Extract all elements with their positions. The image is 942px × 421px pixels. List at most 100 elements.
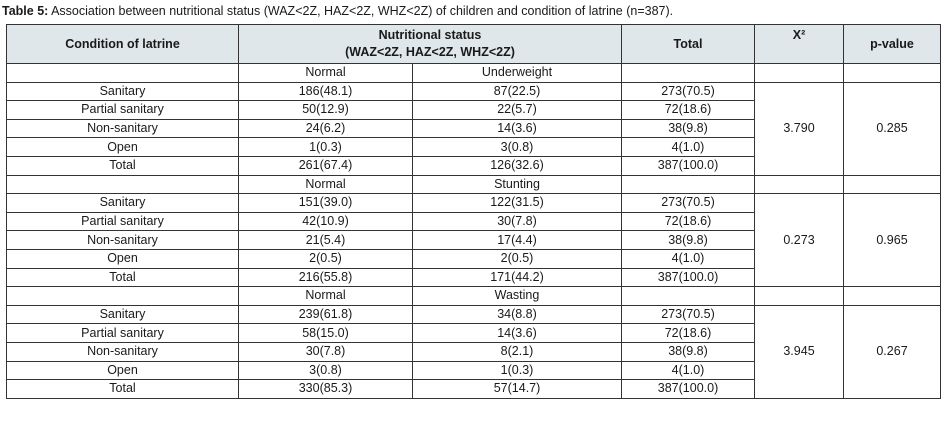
header-total: Total [621,24,755,64]
chi-square-value: 3.790 [754,81,844,176]
cell-group-a: 2(0.5) [238,248,413,269]
header-nutritional-status: Nutritional status (WAZ<2Z, HAZ<2Z, WHZ<… [238,24,622,64]
cell-group-a: 3(0.8) [238,360,413,381]
cell-group-a: 24(6.2) [238,118,413,139]
subheader-blank [843,286,941,306]
cell-group-b: 34(8.8) [412,304,622,325]
cell-total: 72(18.6) [621,100,755,120]
latrine-nutrition-table: Condition of latrine Nutritional status … [6,24,941,399]
p-value: 0.285 [843,81,941,176]
header-p-value: p-value [843,24,941,64]
cell-total: 273(70.5) [621,304,755,325]
cell-group-a: 21(5.4) [238,230,413,250]
cell-group-a: 186(48.1) [238,81,413,102]
p-value: 0.965 [843,193,941,288]
chi-square-value: 3.945 [754,304,844,399]
row-label: Sanitary [6,193,239,213]
subheader-col1: Normal [238,174,413,195]
subheader-blank [843,63,941,83]
cell-group-a: 58(15.0) [238,323,413,343]
subheader-blank [621,174,755,195]
header-chi-square: X² [754,24,844,64]
cell-group-b: 2(0.5) [412,248,622,269]
cell-group-a: 216(55.8) [238,267,413,288]
cell-group-b: 17(4.4) [412,230,622,250]
cell-group-a: 42(10.9) [238,211,413,232]
row-label: Open [6,248,239,269]
cell-total: 4(1.0) [621,248,755,269]
cell-group-b: 14(3.6) [412,118,622,139]
cell-group-a: 1(0.3) [238,137,413,157]
cell-group-b: 30(7.8) [412,211,622,232]
cell-total: 72(18.6) [621,323,755,343]
header-nutritional-line1: Nutritional status [378,28,482,42]
caption-label: Table 5: [2,4,49,18]
subheader-col2: Underweight [412,63,622,83]
cell-group-b: 3(0.8) [412,137,622,157]
cell-group-b: 126(32.6) [412,155,622,176]
table-row: Sanitary 151(39.0) 122(31.5) 273(70.5) 0.273… [6,193,941,288]
subheader-blank [843,174,941,195]
cell-total: 387(100.0) [621,155,755,176]
cell-group-a: 239(61.8) [238,304,413,325]
table-row: Non-sanitary 30(7.8) 8(2.1) 38(9.8) [6,341,941,362]
row-label: Total [6,379,239,399]
table-row: Open 1(0.3) 3(0.8) 4(1.0) [6,137,941,157]
cell-group-b: 57(14.7) [412,379,622,399]
cell-total: 38(9.8) [621,230,755,250]
table-row: Sanitary 239(61.8) 34(8.8) 273(70.5) 3.945 0.… [6,304,941,399]
subheader-row: Normal Underweight [6,63,941,83]
cell-group-b: 122(31.5) [412,193,622,213]
cell-group-a: 30(7.8) [238,341,413,362]
subheader-row: Normal Stunting [6,174,941,195]
cell-group-a: 330(85.3) [238,379,413,399]
subheader-col1: Normal [238,63,413,83]
cell-group-b: 1(0.3) [412,360,622,381]
subheader-blank [6,286,239,306]
cell-group-a: 151(39.0) [238,193,413,213]
subheader-col1: Normal [238,286,413,306]
caption-text: Association between nutritional status (… [48,4,674,18]
cell-total: 273(70.5) [621,81,755,102]
cell-group-b: 8(2.1) [412,341,622,362]
table-row: Non-sanitary 21(5.4) 17(4.4) 38(9.8) [6,230,941,250]
table-row: Partial sanitary 42(10.9) 30(7.8) 72(18.6) [6,211,941,232]
cell-group-a: 261(67.4) [238,155,413,176]
row-label: Open [6,360,239,381]
row-label: Total [6,267,239,288]
subheader-blank [621,286,755,306]
table-row: Partial sanitary 58(15.0) 14(3.6) 72(18.6) [6,323,941,343]
cell-group-b: 22(5.7) [412,100,622,120]
subheader-blank [754,63,844,83]
cell-total: 273(70.5) [621,193,755,213]
cell-total: 38(9.8) [621,341,755,362]
p-value: 0.267 [843,304,941,399]
header-condition: Condition of latrine [6,24,239,64]
table-row: Total 261(67.4) 126(32.6) 387(100.0) [6,155,941,176]
row-label: Sanitary [6,304,239,325]
cell-group-b: 14(3.6) [412,323,622,343]
cell-total: 4(1.0) [621,360,755,381]
subheader-col2: Stunting [412,174,622,195]
subheader-blank [6,174,239,195]
table-row: Open 2(0.5) 2(0.5) 4(1.0) [6,248,941,269]
table-caption: Table 5: Association between nutritional… [2,2,673,20]
table-row: Open 3(0.8) 1(0.3) 4(1.0) [6,360,941,381]
subheader-blank [621,63,755,83]
subheader-col2: Wasting [412,286,622,306]
cell-total: 72(18.6) [621,211,755,232]
cell-group-a: 50(12.9) [238,100,413,120]
subheader-blank [6,63,239,83]
chi-square-value: 0.273 [754,193,844,288]
subheader-blank [754,174,844,195]
table-row: Total 216(55.8) 171(44.2) 387(100.0) [6,267,941,288]
row-label: Partial sanitary [6,323,239,343]
subheader-blank [754,286,844,306]
row-label: Non-sanitary [6,341,239,362]
cell-total: 387(100.0) [621,267,755,288]
cell-total: 4(1.0) [621,137,755,157]
cell-group-b: 171(44.2) [412,267,622,288]
subheader-row: Normal Wasting [6,286,941,306]
table-row: Sanitary 186(48.1) 87(22.5) 273(70.5) 3.790 0… [6,81,941,176]
table-row: Total 330(85.3) 57(14.7) 387(100.0) [6,379,941,399]
